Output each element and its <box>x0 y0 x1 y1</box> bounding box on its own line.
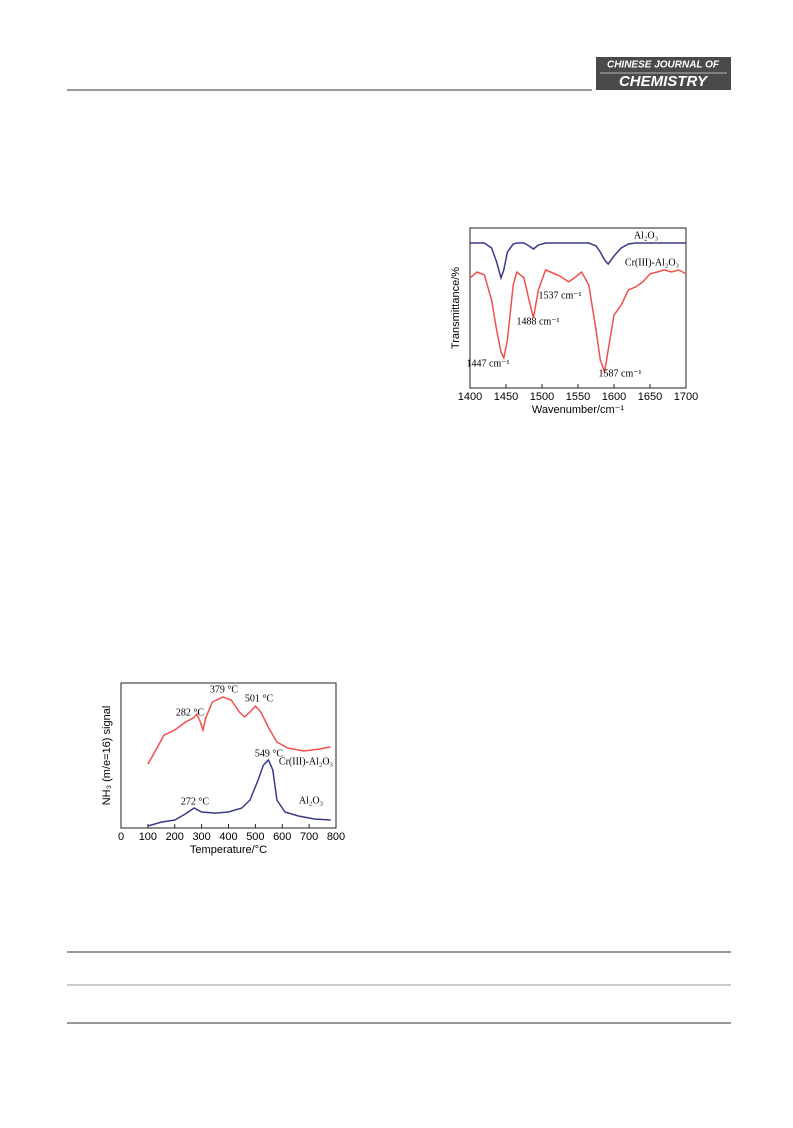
annotation: 549 °C <box>255 748 283 759</box>
series-line <box>147 696 331 765</box>
series-line <box>470 242 686 281</box>
x-tick-label: 1400 <box>458 391 482 403</box>
x-tick-label: 600 <box>273 831 291 843</box>
journal-line1: CHINESE JOURNAL OF <box>607 60 720 71</box>
x-tick-label: 1500 <box>530 391 554 403</box>
series-label: Al₂O₃ <box>299 795 323 806</box>
series-label: Al₂O₃ <box>634 230 658 241</box>
series-label: Cr(III)-Al₂O₃ <box>625 257 679 268</box>
x-tick-label: 1450 <box>494 391 518 403</box>
x-axis-label: Temperature/°C <box>190 844 267 856</box>
x-tick-label: 200 <box>166 831 184 843</box>
x-tick-label: 1600 <box>602 391 626 403</box>
journal-badge <box>596 57 731 90</box>
x-tick-label: 1650 <box>638 391 662 403</box>
x-tick-label: 1700 <box>674 391 698 403</box>
x-tick-label: 500 <box>246 831 264 843</box>
annotation: 282 °C <box>176 707 204 718</box>
y-axis-label: NH₃ (m/e=16) signal <box>101 706 113 806</box>
x-tick-label: 300 <box>192 831 210 843</box>
x-tick-label: 400 <box>219 831 237 843</box>
annotation: 1447 cm⁻¹ <box>467 358 510 369</box>
x-tick-label: 100 <box>139 831 157 843</box>
annotation: 272 °C <box>181 796 209 807</box>
journal-line2: CHEMISTRY <box>619 73 709 90</box>
x-tick-label: 1550 <box>566 391 590 403</box>
series-line <box>469 268 687 375</box>
annotation: 1587 cm⁻¹ <box>599 368 642 379</box>
series-line <box>147 758 331 827</box>
x-tick-label: 700 <box>300 831 318 843</box>
annotation: 501 °C <box>245 693 273 704</box>
annotation: 379 °C <box>210 684 238 695</box>
x-tick-label: 800 <box>327 831 345 843</box>
series-label: Cr(III)-Al₂O₃ <box>279 756 333 767</box>
y-axis-label: Transmittance/% <box>450 267 462 349</box>
x-axis-label: Wavenumber/cm⁻¹ <box>532 404 625 416</box>
annotation: 1537 cm⁻¹ <box>539 290 582 301</box>
x-tick-label: 0 <box>118 831 124 843</box>
annotation: 1488 cm⁻¹ <box>517 316 560 327</box>
